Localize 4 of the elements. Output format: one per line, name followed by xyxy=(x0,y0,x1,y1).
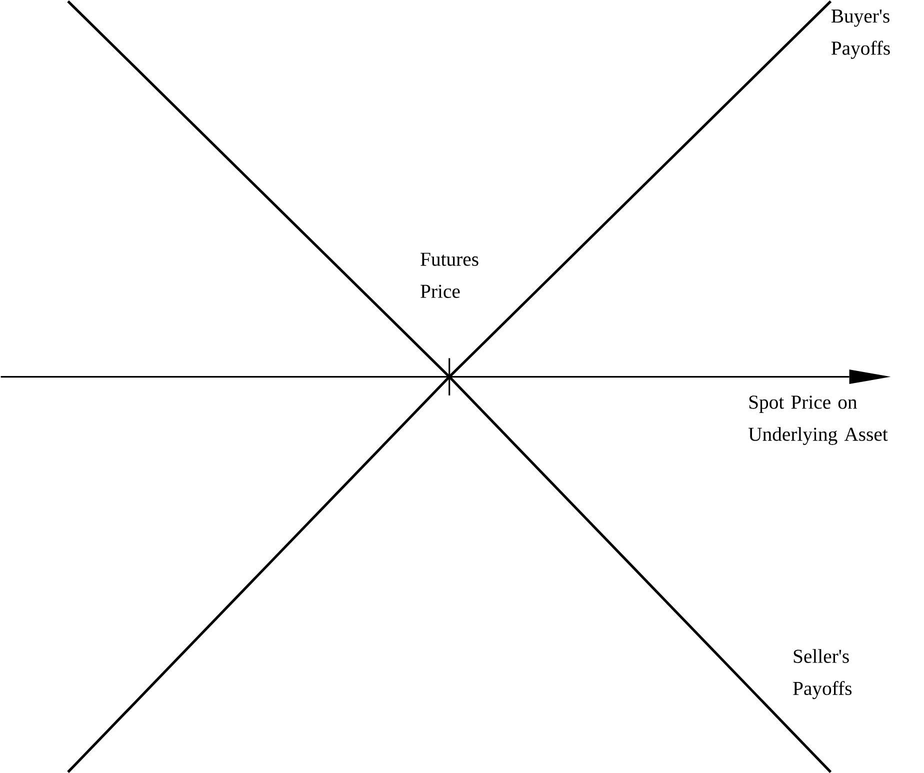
annotation: Futures Price xyxy=(420,252,478,298)
series-label: Seller's Payoffs xyxy=(793,648,852,699)
series-label: Buyer's Payoffs xyxy=(831,9,890,59)
x-axis-title: Spot Price on Underlying Asset xyxy=(748,395,888,445)
